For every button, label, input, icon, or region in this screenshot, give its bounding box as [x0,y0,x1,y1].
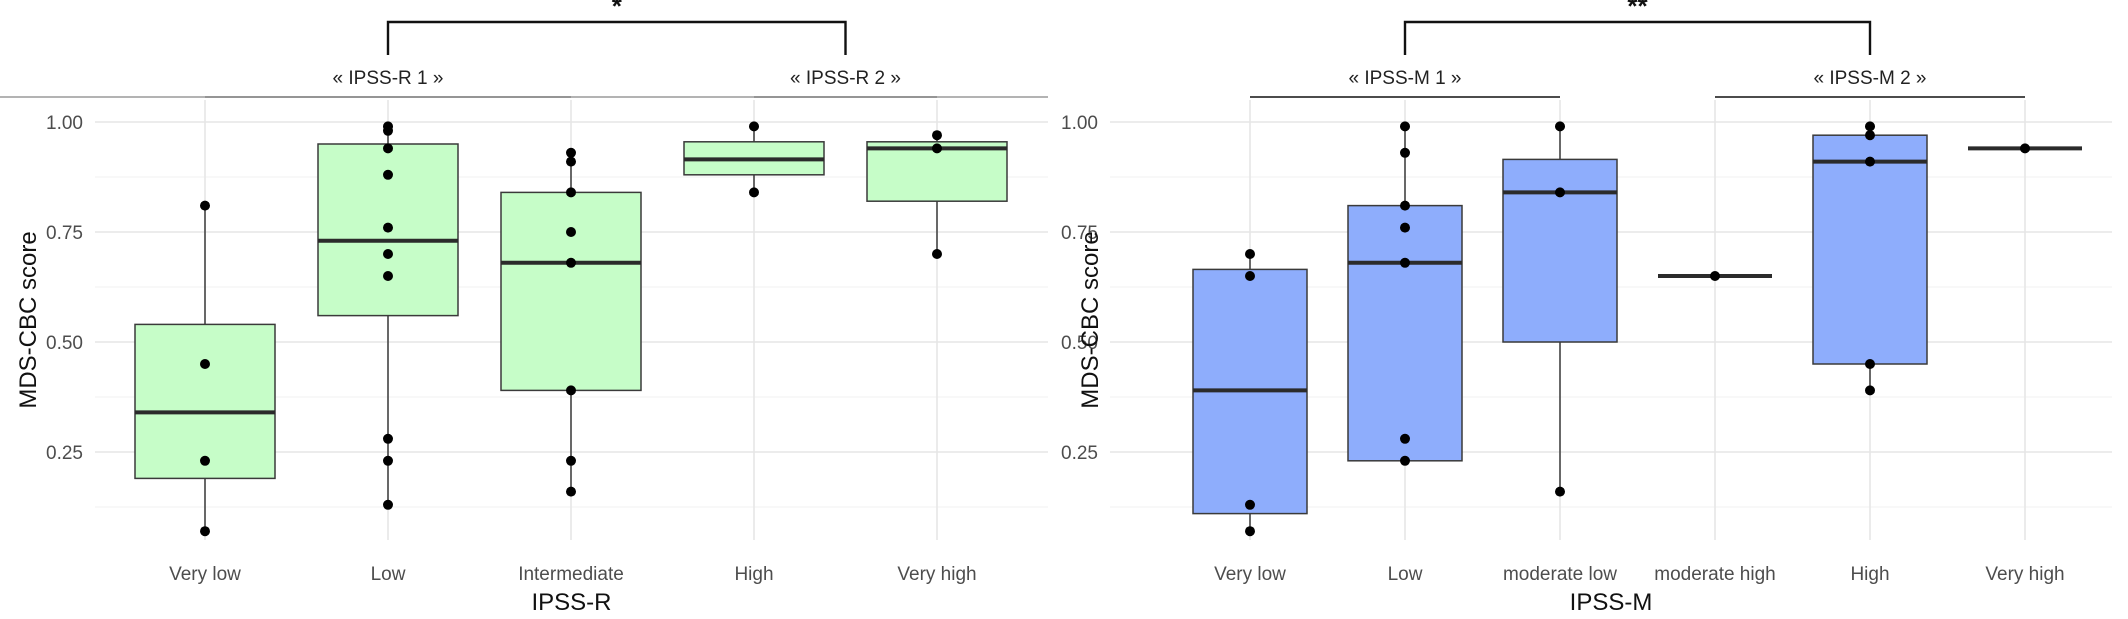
y-tick-label: 0.25 [46,443,83,464]
group-label: « IPSS-R 2 » [790,68,901,89]
boxplot-panel-2: 0.25 0.50 0.75 1.00 Very low Low moderate low m… [1061,0,2112,616]
x-tick-label: High [734,564,773,585]
data-point [1400,121,1410,132]
x-tick-label: moderate high [1654,564,1775,585]
box-5 [866,130,1008,259]
significance-label: ** [1627,0,1648,21]
data-point [1245,499,1255,510]
data-point [1555,486,1565,497]
data-point [383,143,393,154]
data-point [1400,147,1410,158]
data-point [1400,222,1410,233]
box-body [1812,134,1928,365]
data-point [200,359,210,369]
x-tick-label: Low [371,564,406,585]
box-2 [1347,121,1463,466]
data-point [932,143,942,154]
data-point [1400,455,1410,466]
box-body [500,191,642,392]
data-point [383,121,393,132]
y-tick-label: 0.50 [1061,333,1098,354]
data-point [1245,249,1255,259]
data-point [932,130,942,141]
x-tick-label: Very low [1214,564,1286,585]
x-axis-title: IPSS-R [531,589,611,616]
data-point [1865,359,1875,369]
box-4 [683,121,825,198]
y-tick-label: 1.00 [1061,113,1098,134]
box-2 [317,121,459,510]
y-tick-label: 0.75 [46,223,83,244]
x-tick-label: Intermediate [518,564,624,585]
box-1 [1192,249,1308,537]
data-point [566,156,576,167]
box-3 [500,147,642,497]
data-point [1400,257,1410,268]
group-label: « IPSS-M 1 » [1349,68,1462,89]
data-point [1710,271,1720,281]
data-point [566,385,576,396]
y-axis-title: MDS-CBC score [1077,231,1104,408]
data-point [200,455,210,466]
box-body [1502,158,1618,343]
x-tick-label: Very low [169,564,241,585]
group-label: « IPSS-M 2 » [1814,68,1927,89]
data-point [1865,121,1875,132]
box-6 [1968,143,2082,154]
data-point [1555,187,1565,198]
data-point [1245,271,1255,281]
box-body [134,323,276,480]
data-point [566,227,576,237]
data-point [383,433,393,444]
group-label: « IPSS-R 1 » [333,68,444,89]
y-tick-label: 0.75 [1061,223,1098,244]
data-point [1555,121,1565,132]
x-tick-label: High [1850,564,1889,585]
data-point [566,147,576,158]
y-tick-label: 0.50 [46,333,83,354]
data-point [383,455,393,466]
y-tick-label: 1.00 [46,113,83,134]
x-tick-label: Very high [897,564,976,585]
data-point [383,249,393,259]
x-tick-label: Very high [1985,564,2064,585]
significance-bracket [1403,20,1872,55]
box-3 [1502,121,1618,497]
data-point [749,187,759,198]
data-point [1245,526,1255,537]
data-point [1865,130,1875,141]
data-point [749,121,759,132]
data-point [383,222,393,233]
data-point [566,187,576,198]
box-5 [1812,121,1928,396]
data-point [1865,385,1875,396]
significance-bracket [386,20,847,55]
data-point [2020,143,2030,154]
data-point [383,271,393,281]
data-point [383,169,393,180]
data-point [383,499,393,510]
y-tick-label: 0.25 [1061,443,1098,464]
x-tick-label: moderate low [1503,564,1617,585]
data-point [1400,433,1410,444]
data-point [932,249,942,259]
data-point [566,455,576,466]
data-point [1865,156,1875,167]
data-point [200,200,210,211]
data-point [566,257,576,268]
box-1 [134,200,276,537]
boxplot-panel-1: 0.25 0.50 0.75 1.00 Very low Low Intermediate H… [15,0,1048,616]
data-point [566,486,576,497]
x-tick-label: Low [1388,564,1423,585]
box-4 [1658,271,1772,281]
x-axis-title: IPSS-M [1570,589,1653,616]
significance-label: * [612,0,623,21]
y-axis-title: MDS-CBC score [15,231,42,408]
data-point [1400,200,1410,211]
box-body [1347,204,1463,462]
data-point [200,526,210,537]
